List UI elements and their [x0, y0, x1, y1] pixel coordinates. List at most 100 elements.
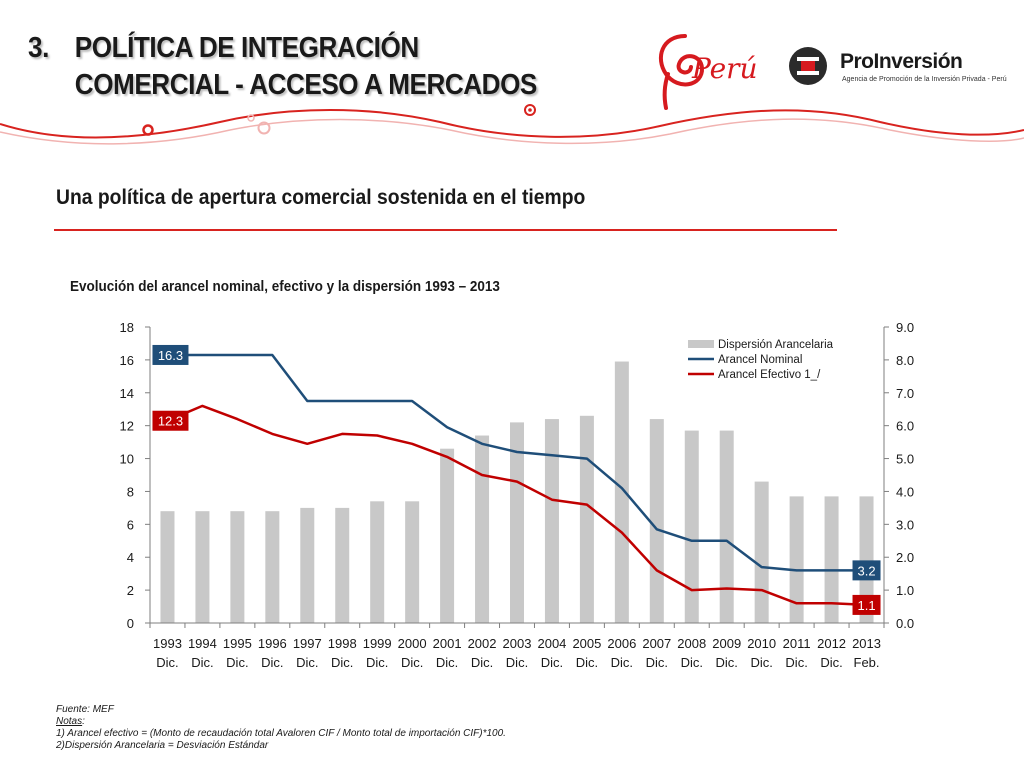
left-tick-label: 6: [127, 517, 134, 532]
right-tick-label: 4.0: [896, 484, 914, 499]
bar-dispersion: [824, 496, 839, 623]
x-tick-label-period: Dic.: [750, 655, 772, 670]
header-wave-line-light: [0, 118, 1024, 145]
bar-dispersion: [614, 361, 629, 623]
bar-dispersion: [684, 430, 699, 623]
slide-title-line2: COMERCIAL - ACCESO A MERCADOS: [74, 69, 538, 101]
right-tick-label: 2.0: [896, 550, 914, 565]
chart-title: Evolución del arancel nominal, efectivo …: [70, 278, 500, 295]
x-tick-label-year: 1993: [153, 636, 182, 651]
bar-dispersion: [335, 507, 350, 623]
peru-logo-text: Perú: [692, 52, 758, 85]
value-label: 16.3: [158, 348, 183, 363]
x-tick-label-period: Dic.: [296, 655, 318, 670]
header-dot: [247, 114, 255, 122]
bar-dispersion: [300, 507, 315, 623]
bar-dispersion: [789, 496, 804, 623]
proinversion-logo-text: ProInversión: [840, 50, 963, 73]
left-tick-label: 2: [127, 583, 134, 598]
right-tick-label: 9.0: [896, 320, 914, 335]
header-dot: [142, 124, 154, 136]
left-tick-label: 18: [120, 320, 134, 335]
x-tick-label-year: 2005: [572, 636, 601, 651]
right-tick-label: 5.0: [896, 452, 914, 467]
slide-title: 3. POLÍTICA DE INTEGRACIÓN COMERCIAL - AC…: [28, 30, 537, 104]
header-dot: [524, 104, 536, 116]
x-tick-label-period: Dic.: [471, 655, 493, 670]
x-tick-label-period: Dic.: [156, 655, 178, 670]
left-tick-label: 0: [127, 616, 134, 631]
legend-label: Arancel Nominal: [718, 354, 802, 366]
bar-dispersion: [370, 501, 385, 623]
x-tick-label-period: Dic.: [191, 655, 213, 670]
note-2: 2)Dispersión Arancelaria = Desviación Es…: [56, 740, 269, 751]
subtitle-rule: [54, 229, 837, 231]
x-tick-label-period: Dic.: [366, 655, 388, 670]
section-number: 3.: [28, 32, 49, 64]
x-tick-label-period: Dic.: [716, 655, 738, 670]
x-tick-label-year: 2010: [747, 636, 776, 651]
x-tick-label-year: 2012: [817, 636, 846, 651]
x-tick-label-period: Dic.: [646, 655, 668, 670]
x-tick-label-period: Feb.: [854, 655, 880, 670]
header-decoration: [0, 34, 1024, 145]
value-label-box: [852, 594, 881, 615]
x-tick-label-period: Dic.: [226, 655, 248, 670]
left-tick-label: 12: [120, 419, 134, 434]
right-tick-label: 8.0: [896, 353, 914, 368]
x-tick-label-period: Dic.: [541, 655, 563, 670]
x-tick-label-year: 1994: [188, 636, 217, 651]
bar-dispersion: [510, 422, 524, 623]
x-tick-label-year: 2006: [607, 636, 636, 651]
value-label: 3.2: [857, 563, 875, 578]
x-tick-label-year: 1995: [223, 636, 252, 651]
x-tick-label-year: 2009: [712, 636, 741, 651]
proinversion-logo-icon: [789, 47, 827, 85]
x-tick-label-year: 2013: [852, 636, 881, 651]
bar-dispersion: [475, 435, 490, 623]
bar-dispersion: [754, 481, 769, 623]
left-tick-label: 14: [120, 386, 134, 401]
bar-dispersion: [649, 419, 664, 623]
notes-colon: :: [82, 716, 85, 727]
header-dot: [257, 121, 271, 135]
proinversion-tagline: Agencia de Promoción de la Inversión Pri…: [842, 76, 1007, 83]
right-tick-label: 0.0: [896, 616, 914, 631]
header-dot: [528, 108, 532, 112]
value-label-box: [852, 560, 881, 581]
footnotes: Fuente: MEF Notas: 1) Arancel efectivo =…: [56, 704, 506, 752]
x-tick-label-period: Dic.: [576, 655, 598, 670]
x-tick-label-year: 2011: [783, 636, 811, 651]
right-tick-label: 3.0: [896, 517, 914, 532]
x-tick-label-year: 2007: [642, 636, 671, 651]
bar-dispersion: [265, 511, 280, 623]
right-tick-label: 1.0: [896, 583, 914, 598]
notes-label: Notas: [56, 716, 83, 727]
x-tick-label-year: 2003: [503, 636, 532, 651]
bar-dispersion: [195, 511, 210, 623]
x-tick-label-year: 2002: [468, 636, 497, 651]
bar-dispersion: [405, 501, 420, 623]
x-tick-label-period: Dic.: [506, 655, 528, 670]
x-tick-label-period: Dic.: [820, 655, 842, 670]
notes-heading: Notas:: [56, 716, 506, 728]
bar-dispersion: [719, 430, 734, 623]
value-label: 1.1: [857, 598, 875, 613]
slide-subtitle: Una política de apertura comercial soste…: [56, 186, 586, 209]
x-tick-label-period: Dic.: [261, 655, 283, 670]
slide-title-line1: POLÍTICA DE INTEGRACIÓN: [74, 32, 419, 64]
line-efectivo: [167, 404, 867, 607]
bar-dispersion: [544, 419, 559, 623]
x-tick-label-year: 2001: [433, 636, 462, 651]
bar-dispersion: [859, 496, 874, 623]
note-1: 1) Arancel efectivo = (Monto de recaudac…: [56, 728, 506, 739]
bar-dispersion: [579, 415, 594, 623]
left-tick-label: 4: [127, 550, 134, 565]
x-tick-label-year: 2004: [537, 636, 566, 651]
x-tick-label-year: 1997: [293, 636, 322, 651]
right-tick-label: 7.0: [896, 386, 914, 401]
legend-label: Arancel Efectivo 1_/: [718, 369, 821, 381]
legend-swatch-bar: [688, 340, 714, 348]
x-tick-label-year: 1996: [258, 636, 287, 651]
x-tick-label-year: 1998: [328, 636, 357, 651]
